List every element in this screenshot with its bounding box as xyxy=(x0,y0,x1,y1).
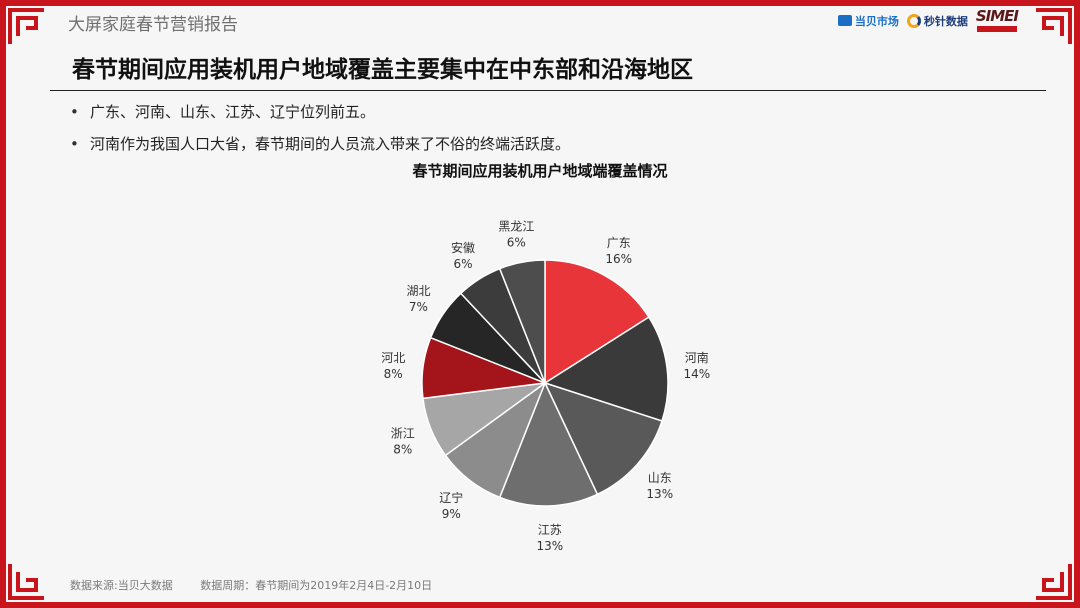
slice-category-label: 山东 xyxy=(648,471,672,485)
corner-ornament-icon xyxy=(1028,556,1080,608)
slice-category-label: 河北 xyxy=(381,351,405,365)
simei-logo-strip xyxy=(976,26,1017,32)
simei-logo-text: SIMEI xyxy=(975,7,1019,25)
slice-value-label: 16% xyxy=(605,252,632,266)
pie-slice-江苏 xyxy=(498,381,599,507)
border-right xyxy=(1074,0,1080,608)
dangbei-logo-icon xyxy=(837,15,852,26)
chart-title: 春节期间应用装机用户地域端覆盖情况 xyxy=(412,162,668,180)
slice-value-label: 8% xyxy=(384,367,403,381)
pie-slice-河南 xyxy=(543,316,669,422)
corner-ornament-icon xyxy=(1028,0,1080,52)
slice-value-label: 6% xyxy=(453,257,472,271)
pie-slice-黑龙江 xyxy=(498,259,546,384)
border-top xyxy=(0,0,1080,6)
border-bottom xyxy=(0,602,1080,608)
data-period-note: 数据周期：春节期间为2019年2月4日-2月10日 xyxy=(200,579,433,592)
pie-slice-山东 xyxy=(543,381,663,496)
slice-value-label: 14% xyxy=(683,367,710,381)
slice-category-label: 黑龙江 xyxy=(498,220,534,234)
slice-value-label: 7% xyxy=(409,300,428,314)
bullet-item: • 河南作为我国人口大省，春节期间的人员流入带来了不俗的终端活跃度。 xyxy=(70,130,570,162)
slice-value-label: 13% xyxy=(646,487,673,501)
slice-category-label: 广东 xyxy=(607,236,631,250)
slice-category-label: 河南 xyxy=(685,350,709,365)
corner-ornament-icon xyxy=(0,0,52,52)
dangbei-logo-text: 当贝市场 xyxy=(854,14,899,28)
miaozhen-logo: 秒针数据 xyxy=(906,13,968,29)
report-header-title: 大屏家庭春节营销报告 xyxy=(68,15,238,35)
slice-category-label: 浙江 xyxy=(391,426,415,440)
slice-value-label: 9% xyxy=(442,507,461,521)
bullet-text: 河南作为我国人口大省，春节期间的人员流入带来了不俗的终端活跃度。 xyxy=(90,135,571,153)
page-title: 春节期间应用装机用户地域覆盖主要集中在中东部和沿海地区 xyxy=(72,57,693,83)
border-left xyxy=(0,0,6,608)
slice-category-label: 辽宁 xyxy=(439,490,463,505)
miaozhen-logo-text: 秒针数据 xyxy=(923,14,968,28)
footer: 数据来源:当贝大数据 数据周期：春节期间为2019年2月4日-2月10日 xyxy=(70,577,456,593)
slice-value-label: 8% xyxy=(393,442,412,456)
bullet-dot-icon: • xyxy=(70,103,79,121)
slice-category-label: 湖北 xyxy=(406,283,430,298)
slice-category-label: 安徽 xyxy=(451,240,475,255)
miaozhen-logo-icon xyxy=(906,13,921,28)
slice-value-label: 6% xyxy=(507,236,526,250)
bullet-text: 广东、河南、山东、江苏、辽宁位列前五。 xyxy=(90,103,376,121)
dangbei-market-logo: 当贝市场 xyxy=(837,13,899,29)
bullet-dot-icon: • xyxy=(70,135,79,153)
data-source-note: 数据来源:当贝大数据 xyxy=(70,579,173,592)
title-divider xyxy=(50,90,1046,91)
partner-logos: 当贝市场 秒针数据 SIMEI xyxy=(837,7,1019,32)
key-findings-list: • 广东、河南、山东、江苏、辽宁位列前五。 • 河南作为我国人口大省，春节期间的… xyxy=(70,98,570,162)
bullet-item: • 广东、河南、山东、江苏、辽宁位列前五。 xyxy=(70,98,570,130)
slice-category-label: 江苏 xyxy=(538,523,562,537)
simei-logo: SIMEI xyxy=(975,7,1019,32)
slice-value-label: 13% xyxy=(536,539,563,553)
pie-slice-广东 xyxy=(544,259,650,385)
corner-ornament-icon xyxy=(0,556,52,608)
